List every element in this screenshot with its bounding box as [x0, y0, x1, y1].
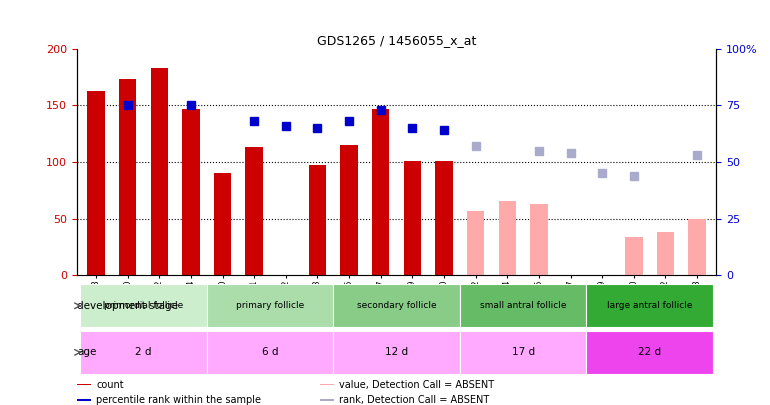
Text: 22 d: 22 d — [638, 347, 661, 357]
Text: small antral follicle: small antral follicle — [480, 301, 567, 310]
Bar — [320, 399, 334, 401]
Bar — [587, 284, 713, 327]
Text: value, Detection Call = ABSENT: value, Detection Call = ABSENT — [339, 379, 494, 390]
Title: GDS1265 / 1456055_x_at: GDS1265 / 1456055_x_at — [317, 34, 476, 47]
Bar — [151, 68, 168, 275]
Bar — [467, 211, 484, 275]
Bar — [372, 109, 390, 275]
Bar — [340, 145, 358, 275]
Text: 12 d: 12 d — [385, 347, 408, 357]
Bar — [460, 331, 587, 374]
Bar — [333, 284, 460, 327]
Bar — [206, 284, 333, 327]
Bar — [333, 331, 460, 374]
Bar — [531, 204, 547, 275]
Text: primary follicle: primary follicle — [236, 301, 304, 310]
Text: 6 d: 6 d — [262, 347, 278, 357]
Text: percentile rank within the sample: percentile rank within the sample — [96, 395, 261, 405]
Bar — [320, 384, 334, 386]
Bar — [206, 331, 333, 374]
Text: rank, Detection Call = ABSENT: rank, Detection Call = ABSENT — [339, 395, 489, 405]
Bar — [87, 91, 105, 275]
Bar — [214, 173, 231, 275]
Bar — [435, 161, 453, 275]
Bar — [499, 200, 516, 275]
Bar — [77, 399, 91, 401]
Bar — [657, 232, 675, 275]
Bar — [625, 237, 642, 275]
Text: count: count — [96, 379, 124, 390]
Text: age: age — [77, 347, 97, 357]
Text: 2 d: 2 d — [136, 347, 152, 357]
Text: development stage: development stage — [77, 301, 179, 311]
Bar — [460, 284, 587, 327]
Bar — [688, 219, 706, 275]
Text: large antral follicle: large antral follicle — [607, 301, 692, 310]
Bar — [246, 147, 263, 275]
Bar — [80, 284, 206, 327]
Bar — [403, 161, 421, 275]
Bar — [587, 331, 713, 374]
Bar — [119, 79, 136, 275]
Bar — [80, 331, 206, 374]
Bar — [309, 165, 326, 275]
Bar — [77, 384, 91, 386]
Bar — [182, 109, 199, 275]
Text: primordial follicle: primordial follicle — [104, 301, 183, 310]
Text: 17 d: 17 d — [511, 347, 534, 357]
Text: secondary follicle: secondary follicle — [357, 301, 437, 310]
